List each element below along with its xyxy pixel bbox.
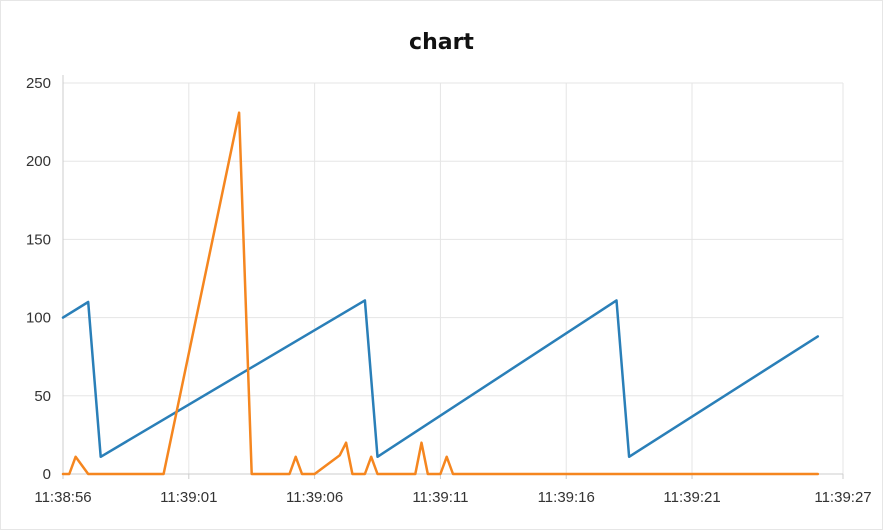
- grid: [63, 83, 843, 474]
- x-tick-label: 11:39:21: [663, 489, 720, 506]
- y-tick-label: 50: [34, 388, 51, 405]
- x-tick-label: 11:39:06: [286, 489, 343, 506]
- tick-labels: 0 50 100 150 200 250 11:38:56 11:39:01 11:39:06 1…: [26, 75, 872, 506]
- axes: [63, 75, 843, 479]
- x-tick-label: 11:39:01: [160, 489, 217, 506]
- x-tick-label: 11:39:16: [538, 489, 595, 506]
- x-tick-label: 11:39:11: [412, 489, 468, 506]
- y-tick-label: 150: [26, 231, 51, 248]
- x-tick-label: 11:38:56: [34, 489, 91, 506]
- y-tick-label: 200: [26, 153, 51, 170]
- y-tick-label: 100: [26, 310, 51, 327]
- y-tick-label: 250: [26, 75, 51, 92]
- y-tick-label: 0: [43, 466, 51, 483]
- x-tick-label: 11:39:27: [814, 489, 871, 506]
